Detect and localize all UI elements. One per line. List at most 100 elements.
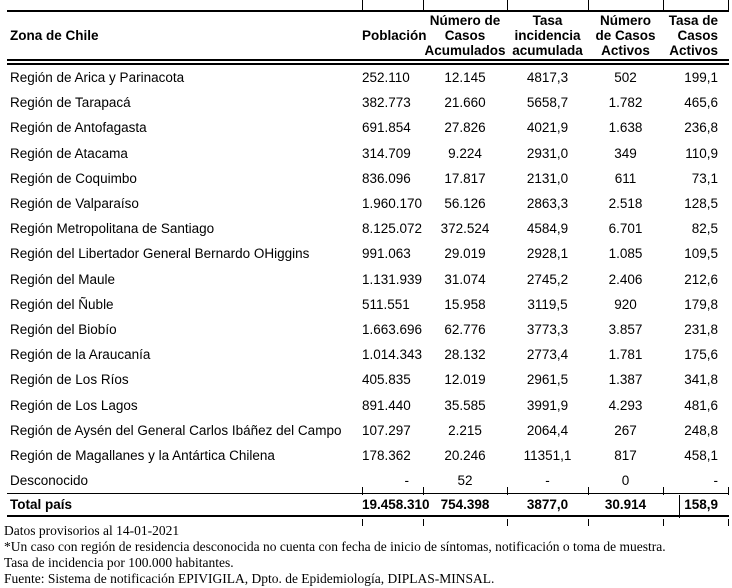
border-tick bbox=[663, 487, 664, 495]
region-name-cell: Región de Arica y Parinacota bbox=[10, 70, 185, 86]
value-cell: 2773,4 bbox=[526, 347, 569, 363]
value-cell: 405.835 bbox=[362, 372, 411, 388]
region-name-cell: Región de Coquimbo bbox=[10, 170, 137, 186]
region-name-cell: Región de Magallanes y la Antártica Chil… bbox=[10, 447, 275, 463]
value-cell: 349 bbox=[614, 145, 637, 161]
value-cell: 248,8 bbox=[684, 422, 718, 438]
table-row: Región del Maule 1.131.939 31.074 2745,2 2.4… bbox=[7, 267, 729, 292]
column-header-casos-acumulados: Número de Casos Acumulados bbox=[424, 13, 506, 58]
footnotes: Datos provisorios al 14-01-2021 *Un caso… bbox=[4, 523, 666, 587]
table-row: Región de Tarapacá 382.773 21.660 5658,7 1.7… bbox=[7, 90, 729, 115]
column-header-casos-activos: Número de Casos Activos bbox=[595, 13, 656, 58]
region-name-cell: Región del Maule bbox=[10, 271, 116, 287]
border-tick bbox=[728, 0, 729, 10]
region-name-cell: Región de Valparaíso bbox=[10, 196, 139, 212]
region-name-cell: Región Metropolitana de Santiago bbox=[10, 221, 215, 237]
value-cell: 1.781 bbox=[608, 347, 643, 363]
value-cell: 372.524 bbox=[440, 221, 490, 237]
table-row: Región de la Araucanía 1.014.343 28.132 277… bbox=[7, 342, 729, 367]
table-row: Región de Coquimbo 836.096 17.817 2131,0 611… bbox=[7, 166, 729, 191]
table-row: Región del Biobío 1.663.696 62.776 3773,3 3.… bbox=[7, 317, 729, 342]
value-cell: 2064,4 bbox=[526, 422, 569, 438]
value-cell: 179,8 bbox=[684, 296, 718, 312]
table-row: Región de Magallanes y la Antártica Chil… bbox=[7, 443, 729, 468]
table-row: Región de Antofagasta 691.854 27.826 4021,9… bbox=[7, 115, 729, 140]
border-tick bbox=[507, 487, 508, 495]
value-cell: 836.096 bbox=[362, 170, 411, 186]
value-cell: 2.406 bbox=[608, 271, 643, 287]
value-cell: 1.960.170 bbox=[362, 196, 423, 212]
value-cell: 817 bbox=[614, 447, 637, 463]
value-cell: 3773,3 bbox=[526, 321, 569, 337]
border-tick bbox=[507, 0, 508, 10]
value-cell: 12.145 bbox=[444, 70, 486, 86]
value-cell: 2961,5 bbox=[526, 372, 569, 388]
value-cell: 199,1 bbox=[684, 70, 718, 86]
region-name-cell: Desconocido bbox=[10, 473, 89, 489]
footnote-incidence-rate: Tasa de incidencia por 100.000 habitante… bbox=[4, 554, 234, 570]
value-cell: 891.440 bbox=[362, 397, 411, 413]
value-cell: 1.131.939 bbox=[362, 271, 423, 287]
value-cell: 28.132 bbox=[444, 347, 486, 363]
value-cell: 754.398 bbox=[440, 497, 490, 513]
value-cell: 56.126 bbox=[444, 196, 486, 212]
border-tick bbox=[423, 519, 424, 526]
border-tick bbox=[362, 519, 363, 526]
column-header-tasa-activos: Tasa de Casos Activos bbox=[668, 13, 718, 58]
value-cell: 2745,2 bbox=[526, 271, 569, 287]
region-name-cell: Región del Biobío bbox=[10, 321, 117, 337]
region-name-cell: Región de la Araucanía bbox=[10, 347, 151, 363]
value-cell: 2.215 bbox=[448, 422, 482, 438]
value-cell: 267 bbox=[614, 422, 637, 438]
value-cell: 1.387 bbox=[608, 372, 643, 388]
column-header-tasa-incidencia: Tasa incidencia acumulada bbox=[512, 13, 583, 58]
value-cell: 341,8 bbox=[684, 372, 718, 388]
value-cell: 19.458.310 bbox=[362, 497, 430, 513]
region-name-cell: Región del Ñuble bbox=[10, 296, 114, 312]
value-cell: 920 bbox=[614, 296, 637, 312]
border-tick bbox=[588, 0, 589, 10]
value-cell: 12.019 bbox=[444, 372, 486, 388]
value-cell: 9.224 bbox=[448, 145, 482, 161]
value-cell: 611 bbox=[614, 170, 637, 186]
value-cell: 502 bbox=[614, 70, 637, 86]
value-cell: 2131,0 bbox=[526, 170, 569, 186]
value-cell: 1.663.696 bbox=[362, 321, 423, 337]
footnote-source: Fuente: Sistema de notificación EPIVIGIL… bbox=[4, 570, 495, 586]
region-name-cell: Región de Los Ríos bbox=[10, 372, 129, 388]
value-cell: 236,8 bbox=[684, 120, 718, 136]
table-row: Región de Los Lagos 891.440 35.585 3991,9 4.… bbox=[7, 392, 729, 417]
value-cell: 3.857 bbox=[608, 321, 643, 337]
table-row: Región del Libertador General Bernardo O… bbox=[7, 241, 729, 266]
border-tick bbox=[423, 487, 424, 495]
border-tick bbox=[362, 487, 363, 495]
value-cell: - bbox=[404, 473, 410, 489]
value-cell: 4584,9 bbox=[526, 221, 569, 237]
value-cell: 3119,5 bbox=[527, 296, 568, 312]
value-cell: 8.125.072 bbox=[362, 221, 423, 237]
value-cell: 252.110 bbox=[362, 70, 410, 86]
table-row: Región de Aysén del General Carlos Ibáñe… bbox=[7, 418, 729, 443]
value-cell: 73,1 bbox=[691, 170, 718, 186]
value-cell: 31.074 bbox=[444, 271, 486, 287]
table-row: Región de Los Ríos 405.835 12.019 2961,5 1.3… bbox=[7, 367, 729, 392]
value-cell: 4.293 bbox=[608, 397, 643, 413]
table-row: Región de Valparaíso 1.960.170 56.126 2863,… bbox=[7, 191, 729, 216]
value-cell: 178.362 bbox=[362, 447, 411, 463]
value-cell: 82,5 bbox=[691, 221, 718, 237]
value-cell: 511.551 bbox=[362, 296, 410, 312]
region-name-cell: Región de Los Lagos bbox=[10, 397, 138, 413]
value-cell: 4817,3 bbox=[526, 70, 569, 86]
value-cell: 1.085 bbox=[608, 246, 643, 262]
value-cell: 21.660 bbox=[444, 95, 486, 111]
footnote-unknown-region: *Un caso con región de residencia descon… bbox=[4, 538, 666, 554]
region-name-cell: Región del Libertador General Bernardo O… bbox=[10, 246, 310, 262]
column-header-poblacion: Población bbox=[362, 28, 427, 43]
value-cell: 1.638 bbox=[608, 120, 643, 136]
value-cell: 52 bbox=[457, 473, 473, 489]
value-cell: 27.826 bbox=[444, 120, 486, 136]
value-cell: 1.782 bbox=[608, 95, 643, 111]
value-cell: 465,6 bbox=[684, 95, 718, 111]
value-cell: 1.014.343 bbox=[362, 347, 423, 363]
